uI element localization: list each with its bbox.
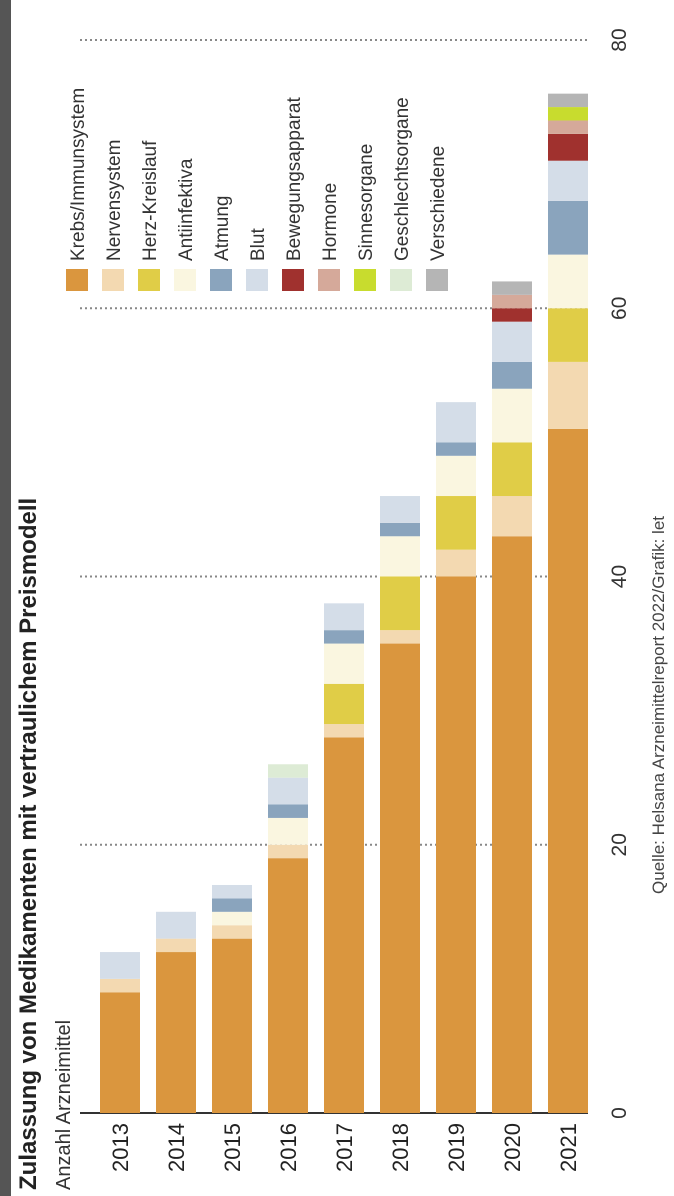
legend-label-nervensystem: Nervensystem [104, 140, 125, 261]
tick-label-0: 0 [608, 1107, 631, 1119]
legend-label-blut: Blut [248, 228, 269, 261]
bar-2017-nervensystem [324, 724, 364, 738]
bar-2014-blut [156, 911, 196, 939]
legend-label-antiinfektiva: Antiinfektiva [176, 158, 197, 261]
chart-title: Zulassung von Medikamenten mit vertrauli… [15, 498, 42, 1190]
legend-label-bewegungsapparat: Bewegungsapparat [284, 97, 305, 261]
category-label-2017: 2017 [332, 1123, 357, 1172]
bar-2019-antiinfektiva [436, 455, 476, 497]
bar-2014-nervensystem [156, 938, 196, 953]
bar-2017-blut [324, 603, 364, 631]
bar-2021-blut [548, 160, 588, 201]
legend-swatch-atmung [210, 269, 232, 291]
bar-2020-verschiedene [492, 281, 532, 295]
tick-label-80: 80 [608, 28, 631, 51]
bar-2020-nervensystem [492, 496, 532, 537]
bar-2016-nervensystem [268, 844, 308, 859]
chart-subtitle: Anzahl Arzneimittel [53, 1020, 75, 1190]
legend-swatch-bewegungsapparat [282, 269, 304, 291]
bar-2015-krebs-immunsystem [212, 938, 252, 1113]
bar-2017-antiinfektiva [324, 643, 364, 684]
bar-2021-antiinfektiva [548, 254, 588, 309]
bar-2018-krebs-immunsystem [380, 643, 420, 1113]
bar-2016-geschlechtsorgane [268, 764, 308, 778]
legend-label-krebs-immunsystem: Krebs/Immunsystem [68, 88, 89, 261]
bar-2018-herz-kreislauf [380, 576, 420, 631]
legend-swatch-geschlechtsorgane [390, 269, 412, 291]
bar-2013-krebs-immunsystem [100, 992, 140, 1113]
bars [100, 93, 588, 1113]
bar-2016-antiinfektiva [268, 817, 308, 845]
bar-2015-antiinfektiva [212, 911, 252, 926]
tick-label-20: 20 [608, 833, 631, 856]
bar-2021-sinnesorgane [548, 107, 588, 121]
legend-swatch-antiinfektiva [174, 269, 196, 291]
tick-label-40: 40 [608, 565, 631, 588]
legend: Krebs/Immunsystem Nervensystem Herz-Kreisl… [66, 88, 449, 291]
bar-2015-nervensystem [212, 925, 252, 939]
bar-2019-herz-kreislauf [436, 496, 476, 550]
bar-2018-antiinfektiva [380, 536, 420, 577]
bar-2013-blut [100, 952, 140, 979]
bar-2021-herz-kreislauf [548, 308, 588, 362]
x-axis-ticks: 0 20 40 60 80 [608, 28, 631, 1119]
bar-2020-herz-kreislauf [492, 442, 532, 497]
bar-2017-herz-kreislauf [324, 683, 364, 725]
category-label-2014: 2014 [164, 1123, 189, 1172]
bar-2016-krebs-immunsystem [268, 858, 308, 1113]
category-label-2013: 2013 [108, 1123, 133, 1172]
bar-2015-blut [212, 884, 252, 899]
bar-2021-krebs-immunsystem [548, 428, 588, 1113]
category-label-2021: 2021 [556, 1123, 581, 1172]
bar-2019-atmung [436, 442, 476, 456]
bar-2021-verschiedene [548, 93, 588, 108]
bar-2014-krebs-immunsystem [156, 952, 196, 1113]
bar-2015-atmung [212, 898, 252, 912]
legend-label-atmung: Atmung [212, 196, 233, 261]
legend-swatch-verschiedene [426, 269, 448, 291]
bar-2021-bewegungsapparat [548, 133, 588, 161]
legend-label-verschiedene: Verschiedene [428, 146, 449, 261]
bar-2021-nervensystem [548, 361, 588, 429]
category-label-2019: 2019 [444, 1123, 469, 1172]
bar-2021-hormone [548, 120, 588, 134]
bar-2018-nervensystem [380, 630, 420, 644]
bar-2020-hormone [492, 294, 532, 309]
bar-2019-nervensystem [436, 549, 476, 577]
bar-2020-bewegungsapparat [492, 308, 532, 322]
bar-2020-blut [492, 321, 532, 362]
legend-swatch-krebs-immunsystem [66, 269, 88, 291]
bar-2018-blut [380, 496, 420, 523]
category-label-2020: 2020 [500, 1123, 525, 1172]
legend-label-hormone: Hormone [320, 183, 341, 261]
bar-2020-antiinfektiva [492, 388, 532, 443]
legend-swatch-herz-kreislauf [138, 269, 160, 291]
legend-label-geschlechtsorgane: Geschlechtsorgane [392, 97, 413, 261]
category-label-2018: 2018 [388, 1123, 413, 1172]
legend-swatch-sinnesorgane [354, 269, 376, 291]
bar-2016-atmung [268, 804, 308, 818]
category-labels: 2013 2014 2015 2016 2017 2018 2019 2020 2021 [108, 1123, 581, 1172]
legend-label-herz-kreislauf: Herz-Kreislauf [140, 140, 161, 261]
category-label-2015: 2015 [220, 1123, 245, 1172]
top-stripe [0, 0, 11, 1196]
bar-2017-atmung [324, 630, 364, 644]
source-note: Quelle: Helsana Arzneimittelreport 2022/… [649, 516, 668, 894]
category-label-2016: 2016 [276, 1123, 301, 1172]
bar-2019-krebs-immunsystem [436, 576, 476, 1113]
bar-2021-atmung [548, 200, 588, 255]
tick-label-60: 60 [608, 297, 631, 320]
bar-2019-blut [436, 402, 476, 443]
bar-2017-krebs-immunsystem [324, 737, 364, 1113]
legend-label-sinnesorgane: Sinnesorgane [356, 144, 377, 261]
bar-2016-blut [268, 777, 308, 805]
bar-2013-nervensystem [100, 978, 140, 993]
bar-2018-atmung [380, 522, 420, 537]
bar-2020-atmung [492, 361, 532, 389]
bar-2020-krebs-immunsystem [492, 536, 532, 1113]
legend-swatch-blut [246, 269, 268, 291]
legend-swatch-hormone [318, 269, 340, 291]
legend-swatch-nervensystem [102, 269, 124, 291]
